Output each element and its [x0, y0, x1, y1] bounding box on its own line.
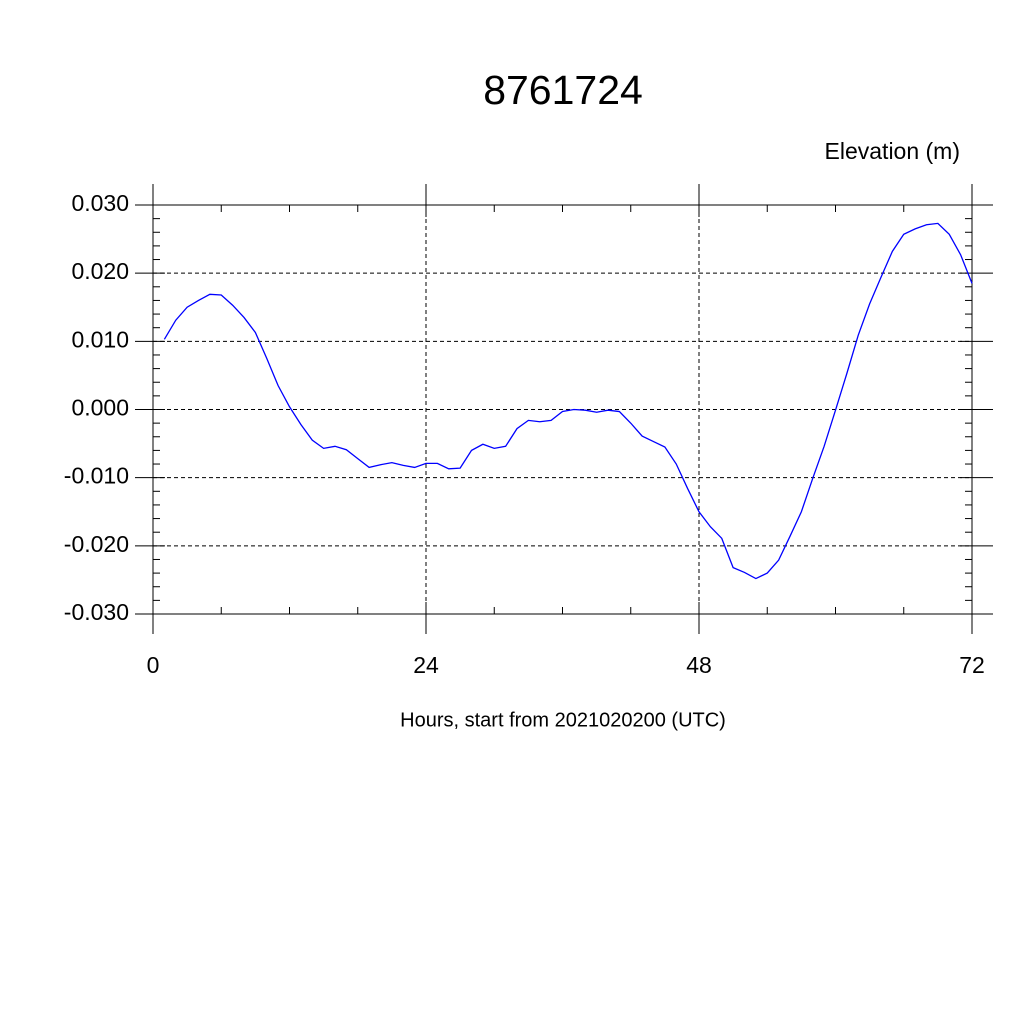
y-tick-label: 0.030	[71, 190, 129, 216]
chart-title: 8761724	[483, 67, 643, 113]
y-tick-label: 0.000	[71, 395, 129, 421]
x-tick-label: 72	[959, 652, 985, 678]
x-tick-label: 0	[147, 652, 160, 678]
y-tick-label: -0.010	[64, 463, 129, 489]
x-axis-label: Hours, start from 2021020200 (UTC)	[400, 709, 726, 731]
y-axis-label: Elevation (m)	[825, 138, 960, 164]
data-line	[163, 222, 973, 580]
x-tick-label: 48	[686, 652, 712, 678]
y-tick-label: -0.020	[64, 531, 129, 557]
y-tick-label: 0.020	[71, 258, 129, 284]
y-tick-label: 0.010	[71, 326, 129, 352]
x-tick-label: 24	[413, 652, 439, 678]
y-tick-label: -0.030	[64, 599, 129, 625]
plot-frame	[152, 204, 973, 615]
